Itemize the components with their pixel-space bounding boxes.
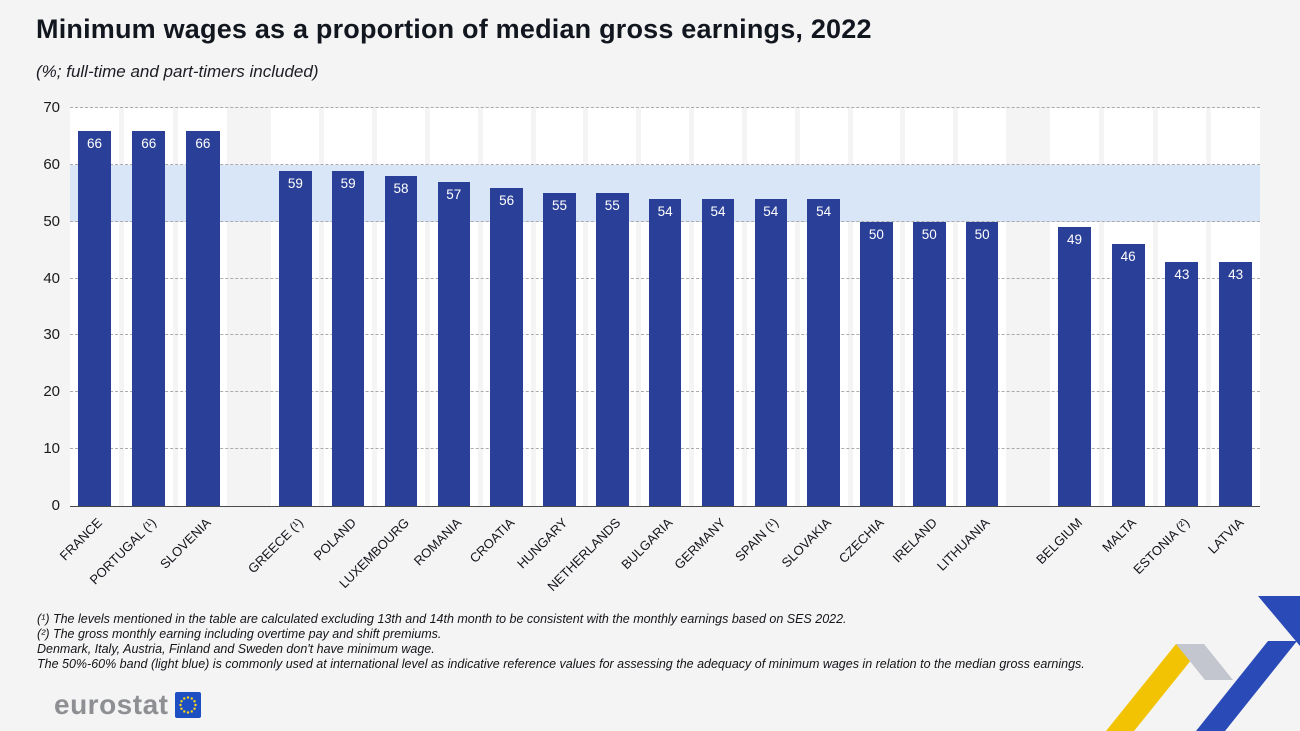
y-tick-label: 70: [43, 99, 60, 116]
x-axis-label: SLOVAKIA: [778, 515, 835, 571]
bar: 50: [913, 221, 946, 506]
footnote: (²) The gross monthly earning including …: [37, 627, 442, 641]
y-tick-label: 30: [43, 326, 60, 344]
bar-value-label: 59: [287, 175, 303, 191]
category-cell: 66 FRANCE: [57, 108, 120, 563]
x-axis-label: BELGIUM: [1033, 515, 1086, 567]
bar-chart: 0 10 20 30 40 50 60 70 66 FRANCE 66 PORTUGAL (¹) 66…: [36, 99, 1261, 594]
bar-value-label: 54: [816, 203, 832, 219]
bar: 43: [1219, 261, 1253, 506]
y-tick-label: 50: [43, 212, 60, 230]
x-axis-label: FRANCE: [56, 515, 106, 564]
footnotes: (¹) The levels mentioned in the table ar…: [37, 612, 1085, 672]
footnote: Denmark, Italy, Austria, Finland and Swe…: [37, 642, 435, 656]
decorative-ribbon-graphic: [1106, 596, 1300, 731]
eu-flag-icon: [175, 692, 202, 718]
bar: 54: [648, 198, 682, 506]
y-axis: 0 10 20 30 40 50 60 70: [36, 99, 70, 514]
bar-value-label: 58: [393, 181, 409, 197]
bar: 66: [132, 130, 166, 506]
chart-title: Minimum wages as a proportion of median …: [36, 14, 872, 44]
chart-subtitle: (%; full-time and part-timers included): [36, 62, 319, 81]
bar: 43: [1165, 261, 1199, 506]
bar: 55: [543, 193, 576, 506]
y-tick-label: 60: [43, 155, 60, 173]
bar: 57: [437, 181, 471, 506]
bar-value-label: 43: [1174, 266, 1190, 282]
bar: 49: [1057, 227, 1092, 506]
bar-group: 66 FRANCE 66 PORTUGAL (¹) 66 SLOVENIA: [57, 108, 228, 587]
bar: 46: [1111, 244, 1145, 506]
bar-value-label: 54: [657, 203, 673, 219]
category-cell: 66 PORTUGAL (¹): [87, 108, 174, 587]
bar-value-label: 46: [1120, 249, 1136, 265]
bar-value-label: 57: [446, 186, 462, 202]
x-axis-label: ESTONIA (²): [1130, 515, 1193, 578]
x-axis-label: SLOVENIA: [156, 515, 214, 572]
bar: 59: [331, 170, 365, 506]
x-axis-label: ROMANIA: [410, 515, 465, 569]
bar: 55: [596, 193, 629, 506]
x-axis-label: BULGARIA: [618, 515, 676, 573]
x-axis-label: GERMANY: [671, 515, 729, 573]
bar: 50: [860, 221, 893, 506]
gridline: [70, 163, 1260, 165]
bar-value-label: 55: [551, 198, 567, 214]
bar: 50: [965, 221, 999, 506]
bar-value-label: 54: [710, 203, 726, 219]
footnote: The 50%-60% band (light blue) is commonl…: [37, 657, 1085, 671]
bar: 56: [490, 187, 523, 506]
eurostat-logo-text: eurostat: [54, 689, 169, 720]
x-axis-label: LITHUANIA: [934, 515, 993, 574]
bar-value-label: 50: [921, 226, 937, 242]
x-axis-label: GREECE (¹): [244, 515, 306, 577]
bar-value-label: 66: [141, 135, 157, 151]
y-tick-label: 40: [43, 269, 60, 287]
bar-value-label: 43: [1228, 266, 1244, 282]
y-tick-label: 10: [43, 440, 60, 458]
gridline: [70, 107, 1260, 108]
bar: 66: [77, 130, 112, 506]
bar: 54: [701, 198, 735, 506]
bar-value-label: 50: [974, 226, 990, 242]
x-axis-label: SPAIN (¹): [732, 515, 782, 565]
eurostat-logo: eurostat: [54, 689, 202, 720]
plot-area: 66 FRANCE 66 PORTUGAL (¹) 66 SLOVENIA 59 GREECE…: [57, 107, 1261, 594]
bar-value-label: 54: [763, 203, 779, 219]
x-axis-label: CROATIA: [466, 515, 518, 566]
bar: 66: [186, 130, 220, 506]
bar: 54: [754, 198, 788, 506]
bar-value-label: 49: [1066, 232, 1082, 248]
bar-value-label: 50: [868, 226, 884, 242]
y-tick-label: 20: [43, 383, 60, 401]
y-tick-label: 0: [51, 497, 60, 514]
x-axis-label: HUNGARY: [513, 515, 571, 572]
footnote: (¹) The levels mentioned in the table ar…: [37, 612, 847, 626]
bar: 59: [279, 170, 312, 506]
x-axis-label: CZECHIA: [836, 515, 888, 566]
x-axis-label: MALTA: [1098, 515, 1139, 555]
category-cell: 66 SLOVENIA: [157, 108, 228, 572]
category-cell: 59 POLAND: [310, 108, 373, 563]
bar: 58: [384, 176, 418, 506]
x-axis-label: LATVIA: [1204, 515, 1247, 557]
bar: 54: [807, 198, 840, 506]
category-cell: 59 GREECE (¹): [245, 108, 320, 576]
bar-value-label: 55: [604, 198, 620, 214]
bar-value-label: 66: [87, 135, 103, 151]
x-axis-label: IRELAND: [889, 515, 940, 566]
bar-value-label: 66: [195, 135, 211, 151]
bar-value-label: 56: [499, 192, 515, 208]
x-axis-label: POLAND: [310, 515, 359, 564]
bar-value-label: 59: [340, 175, 356, 191]
